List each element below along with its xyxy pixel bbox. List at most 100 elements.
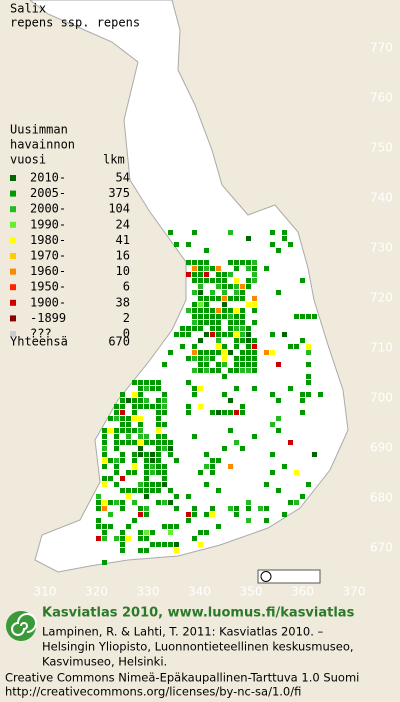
north-label: 740 [370, 191, 393, 205]
occurrence-square [96, 500, 101, 505]
occurrence-square [282, 512, 287, 517]
occurrence-square [228, 410, 233, 415]
occurrence-square [222, 290, 227, 295]
occurrence-square [216, 338, 221, 343]
occurrence-square [120, 428, 125, 433]
occurrence-square [204, 512, 209, 517]
occurrence-square [156, 422, 161, 427]
north-label: 690 [370, 441, 393, 455]
occurrence-square [210, 278, 215, 283]
occurrence-square [126, 422, 131, 427]
occurrence-square [96, 494, 101, 499]
legend-label: 1900- [30, 295, 66, 309]
occurrence-square [150, 470, 155, 475]
occurrence-square [198, 530, 203, 535]
legend-count: 375 [108, 186, 130, 200]
occurrence-square [240, 296, 245, 301]
occurrence-square [234, 332, 239, 337]
north-label: 700 [370, 391, 393, 405]
occurrence-square [288, 242, 293, 247]
occurrence-square [126, 428, 131, 433]
occurrence-square [222, 392, 227, 397]
occurrence-square [300, 494, 305, 499]
occurrence-square [270, 332, 275, 337]
occurrence-square [96, 524, 101, 529]
occurrence-square [210, 356, 215, 361]
occurrence-square [192, 320, 197, 325]
occurrence-square [252, 344, 257, 349]
occurrence-square [186, 494, 191, 499]
occurrence-square [234, 296, 239, 301]
occurrence-square [252, 266, 257, 271]
occurrence-square [144, 482, 149, 487]
occurrence-square [210, 470, 215, 475]
occurrence-square [192, 350, 197, 355]
east-label: 350 [240, 585, 263, 599]
occurrence-square [198, 272, 203, 277]
occurrence-square [144, 488, 149, 493]
occurrence-square [228, 284, 233, 289]
occurrence-square [228, 368, 233, 373]
occurrence-square [216, 350, 221, 355]
occurrence-square [234, 506, 239, 511]
legend-swatch [10, 331, 16, 337]
occurrence-square [138, 434, 143, 439]
occurrence-square [168, 446, 173, 451]
occurrence-square [120, 530, 125, 535]
occurrence-square [156, 380, 161, 385]
occurrence-square [234, 338, 239, 343]
occurrence-square [138, 548, 143, 553]
occurrence-square [144, 404, 149, 409]
occurrence-square [300, 392, 305, 397]
occurrence-square [276, 488, 281, 493]
legend-label: 1960- [30, 264, 66, 278]
occurrence-square [144, 458, 149, 463]
occurrence-square [162, 398, 167, 403]
occurrence-square [192, 272, 197, 277]
occurrence-square [180, 332, 185, 337]
occurrence-square [168, 230, 173, 235]
legend-label: ??? [30, 327, 52, 341]
occurrence-square [276, 398, 281, 403]
occurrence-square [174, 458, 179, 463]
occurrence-square [234, 266, 239, 271]
occurrence-square [222, 314, 227, 319]
occurrence-square [300, 410, 305, 415]
occurrence-square [162, 482, 167, 487]
occurrence-square [168, 350, 173, 355]
occurrence-square [198, 356, 203, 361]
occurrence-square [234, 386, 239, 391]
occurrence-square [204, 296, 209, 301]
occurrence-square [168, 500, 173, 505]
occurrence-square [126, 398, 131, 403]
north-label: 730 [370, 241, 393, 255]
occurrence-square [210, 296, 215, 301]
occurrence-square [156, 428, 161, 433]
occurrence-square [114, 434, 119, 439]
occurrence-square [240, 338, 245, 343]
occurrence-square [192, 386, 197, 391]
cc-icon [260, 571, 272, 582]
occurrence-square [162, 464, 167, 469]
north-label: 760 [370, 91, 393, 105]
occurrence-square [246, 356, 251, 361]
occurrence-square [138, 530, 143, 535]
occurrence-square [246, 368, 251, 373]
occurrence-square [174, 332, 179, 337]
occurrence-square [150, 404, 155, 409]
legend-count: 10 [116, 264, 130, 278]
north-label: 680 [370, 491, 393, 505]
occurrence-square [240, 404, 245, 409]
legend-count: 6 [123, 280, 130, 294]
occurrence-square [282, 230, 287, 235]
occurrence-square [258, 506, 263, 511]
north-label: 710 [370, 341, 393, 355]
legend-label: 2010- [30, 171, 66, 185]
occurrence-square [138, 392, 143, 397]
occurrence-square [126, 536, 131, 541]
occurrence-square [150, 530, 155, 535]
occurrence-square [102, 434, 107, 439]
occurrence-square [120, 536, 125, 541]
occurrence-square [144, 452, 149, 457]
legend-count: 54 [116, 171, 130, 185]
